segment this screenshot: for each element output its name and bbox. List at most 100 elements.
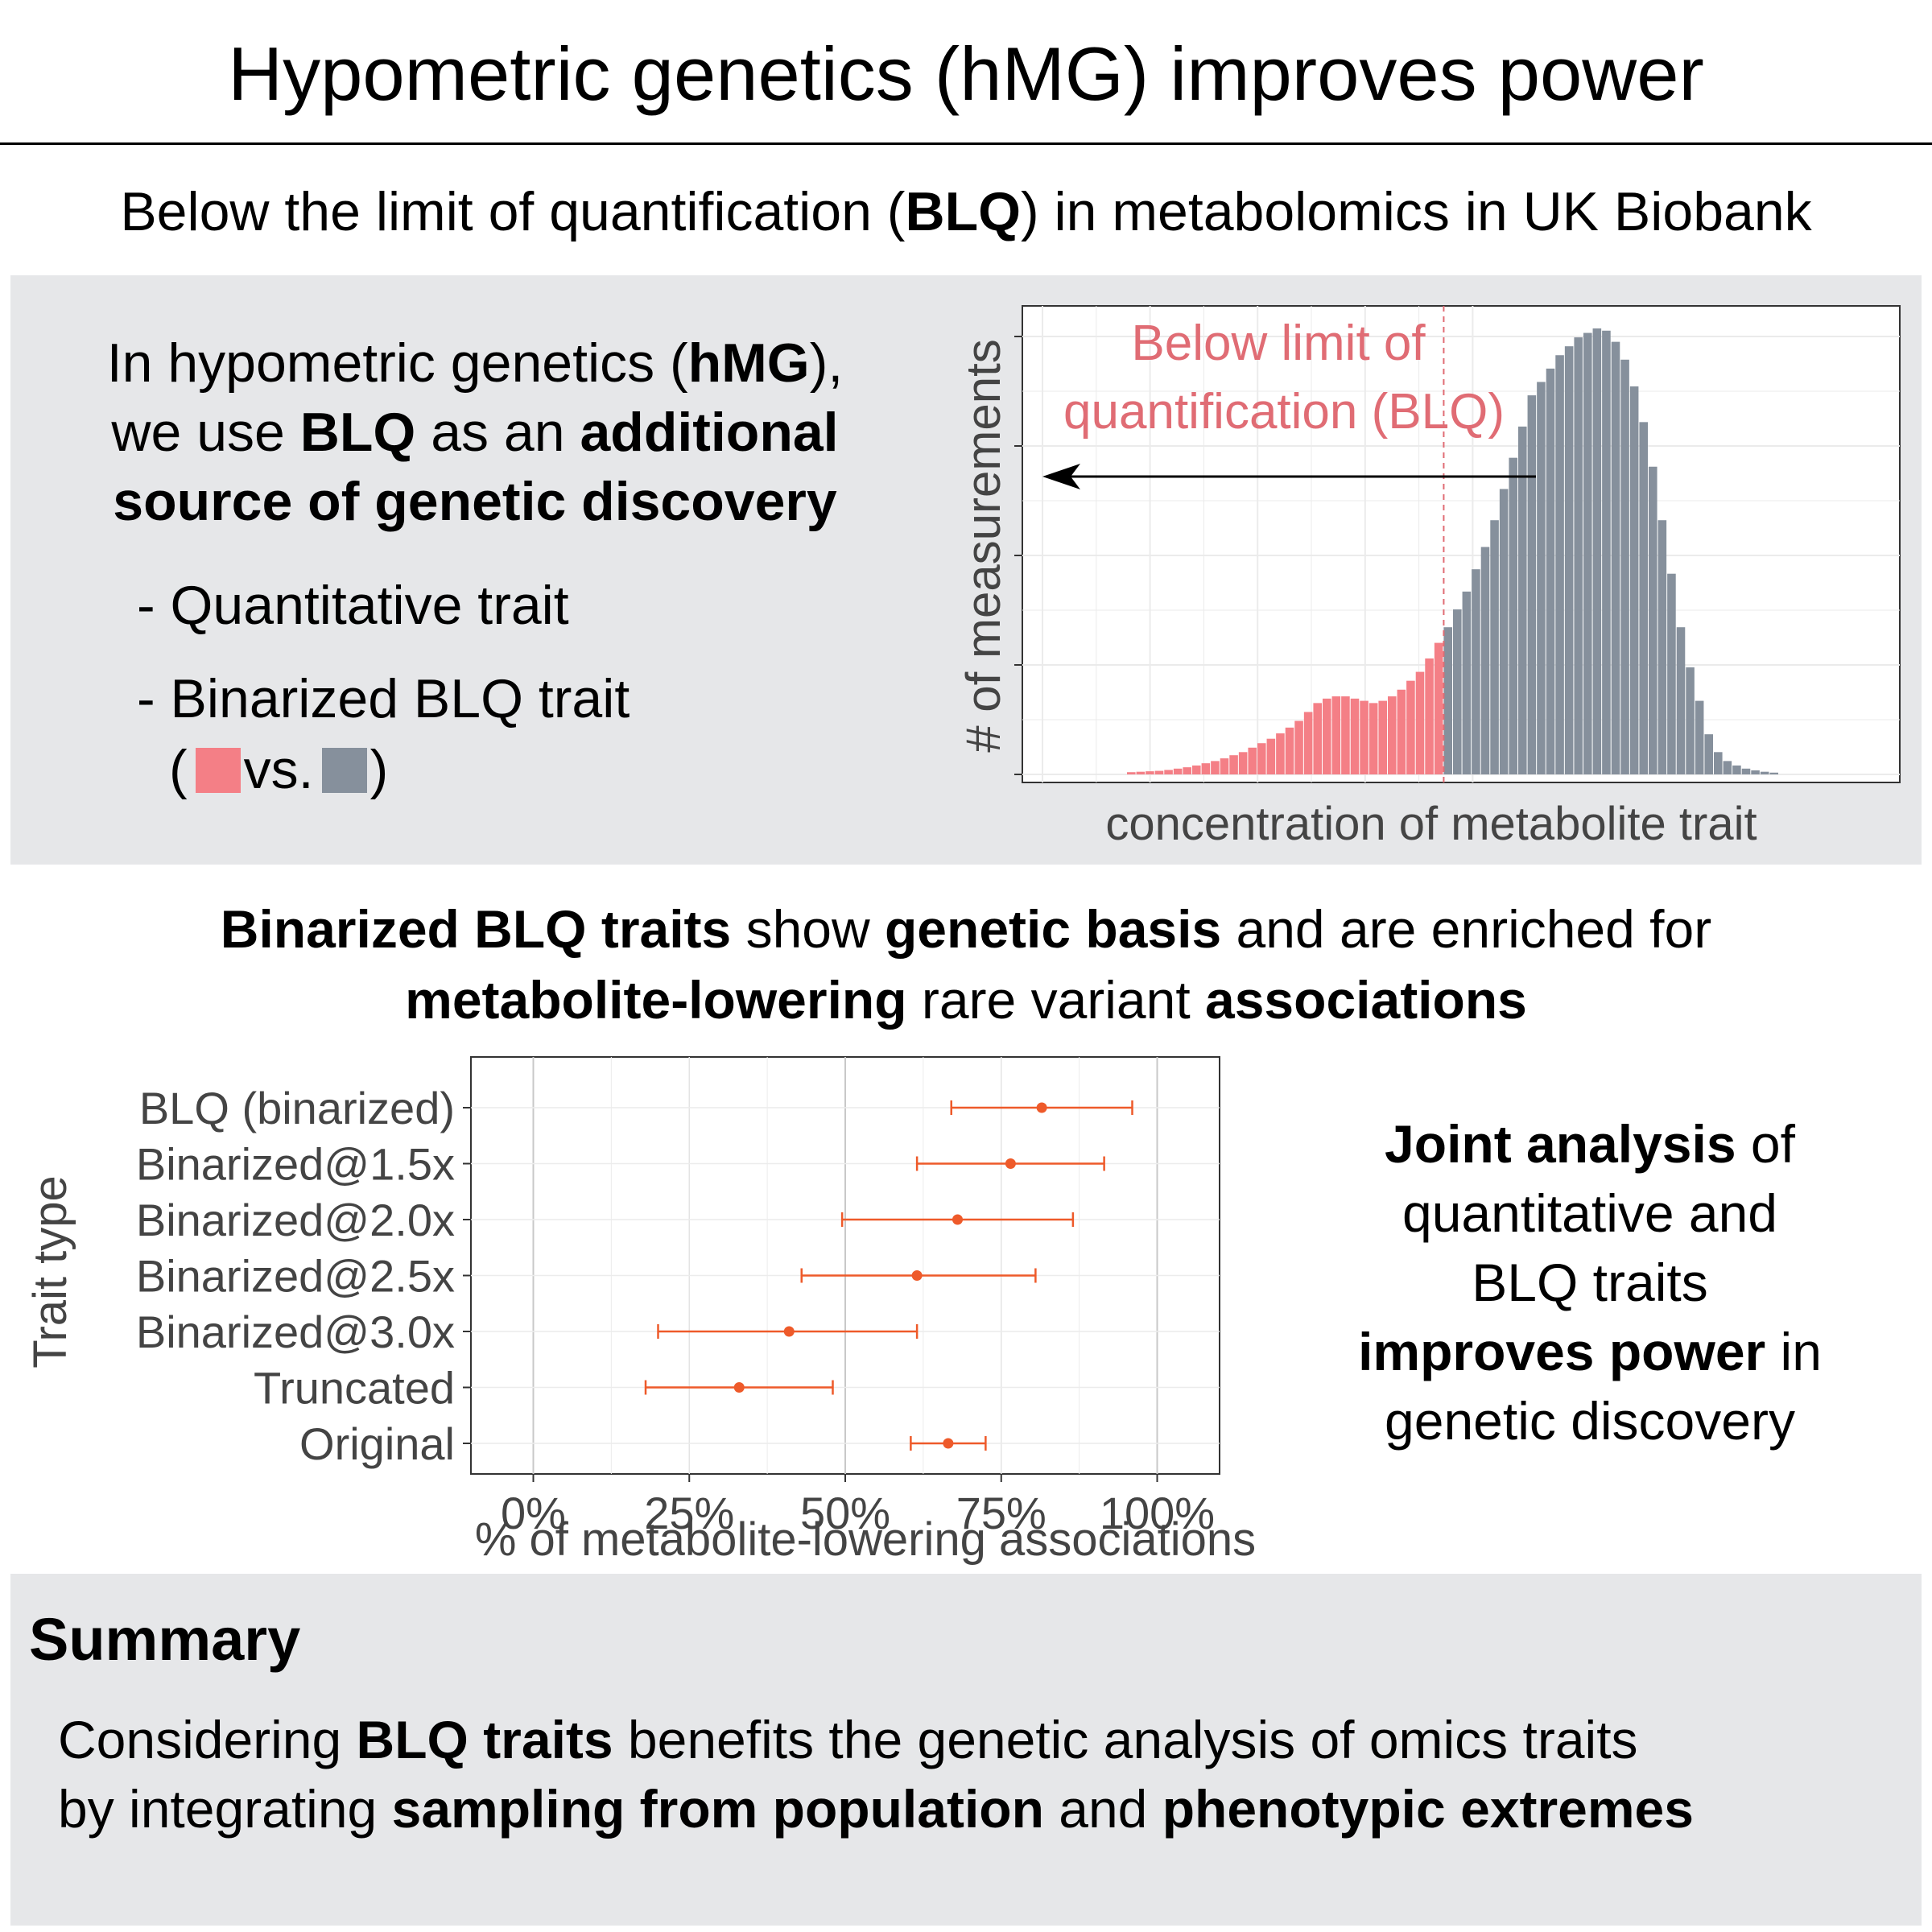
quantitative-histogram-bar [1620, 359, 1629, 774]
estimate-point [911, 1270, 923, 1281]
blq-histogram-bar [1331, 696, 1341, 774]
quantitative-histogram-bar [1649, 466, 1657, 774]
quantitative-histogram-bar [1453, 609, 1462, 774]
hmg-line3-bold: source of genetic discovery [113, 471, 837, 532]
estimate-point [952, 1214, 963, 1225]
blq-histogram-bar [1201, 763, 1211, 774]
quantitative-histogram-bar [1592, 328, 1602, 774]
histogram-ylabel: # of measurements [956, 339, 1010, 753]
estimate-point [733, 1382, 745, 1393]
blq-histogram-bar [1294, 720, 1303, 774]
estimate-point [783, 1326, 795, 1337]
summary-panel [10, 1574, 1922, 1926]
subtitle: Below the limit of quantification (BLQ) … [0, 175, 1932, 248]
blq-histogram-bar [1136, 771, 1146, 774]
joint-l1-bold: Joint analysis [1385, 1114, 1736, 1174]
blq-histogram-bar [1146, 771, 1154, 774]
blq-histogram-bar [1154, 770, 1164, 774]
forest-plot-xlabel: % of metabolite-lowering associations [475, 1513, 1256, 1566]
title-divider [0, 142, 1932, 145]
quantitative-histogram-bar [1462, 591, 1472, 774]
blq-histogram-bar [1192, 765, 1201, 774]
blq-histogram-bar [1378, 700, 1387, 774]
blq-annotation-line1: Below limit of [1131, 316, 1426, 371]
histogram-bars [1127, 328, 1778, 774]
quantitative-histogram-bar [1518, 426, 1527, 774]
mid-line2-bold2: associations [1205, 970, 1527, 1030]
subtitle-bold: BLQ [905, 181, 1022, 242]
estimate-point [1036, 1102, 1047, 1113]
color-legend: (vs.) [169, 737, 388, 802]
quantitative-histogram-bar [1686, 667, 1695, 774]
quantitative-histogram-bar [1480, 547, 1490, 774]
estimate-point [1005, 1158, 1016, 1169]
blq-histogram-bar [1248, 747, 1257, 774]
hmg-description: In hypometric genetics (hMG), we use BLQ… [48, 328, 902, 536]
forest-y-tick-label: Original [299, 1418, 455, 1469]
hmg-line2-pre: we use [111, 402, 300, 463]
summary-l1-bold: BLQ traits [356, 1710, 613, 1769]
quantitative-histogram-bar [1657, 520, 1667, 774]
hmg-line1-pre: In hypometric genetics ( [106, 332, 688, 394]
quantitative-histogram-bar [1751, 770, 1760, 774]
blq-histogram-bar [1406, 680, 1415, 774]
quantitative-histogram-bar [1676, 627, 1686, 774]
joint-l5: genetic discovery [1385, 1391, 1795, 1451]
summary-heading: Summary [29, 1606, 301, 1673]
joint-analysis-statement: Joint analysis of quantitative and BLQ t… [1288, 1109, 1892, 1455]
joint-l4-rest: in [1765, 1322, 1822, 1381]
blq-histogram-bar [1360, 700, 1368, 774]
forest-x-tick-label: 100% [1100, 1488, 1215, 1538]
subtitle-pre: Below the limit of quantification ( [120, 181, 906, 242]
blq-histogram-bar [1183, 767, 1191, 774]
quantitative-histogram-bar [1555, 355, 1564, 774]
quantitative-histogram-bar [1546, 368, 1555, 774]
forest-y-tick-label: Binarized@1.5x [136, 1139, 455, 1190]
bullet-quantitative-trait: - Quantitative trait [137, 575, 569, 636]
blq-arrow-head [1042, 464, 1080, 489]
quantitative-histogram-bar [1760, 771, 1769, 774]
blq-annotation-line2: quantification (BLQ) [1063, 384, 1505, 440]
blq-histogram-bar [1229, 755, 1238, 774]
blq-histogram-bar [1238, 752, 1248, 774]
blq-histogram-bar [1276, 733, 1285, 774]
quantitative-histogram-bar [1472, 569, 1480, 774]
quantitative-histogram-bar [1723, 761, 1732, 774]
hmg-line2-mid: as an [415, 402, 580, 463]
quantitative-histogram-bar [1667, 573, 1676, 774]
blq-histogram-bar [1127, 772, 1136, 774]
joint-l4-bold: improves power [1358, 1322, 1766, 1381]
quantitative-histogram-bar [1490, 520, 1499, 774]
forest-plot-y-tick-labels: BLQ (binarized)Binarized@1.5xBinarized@2… [136, 1083, 471, 1469]
mid-line2-mid1: rare variant [906, 970, 1206, 1030]
summary-text: Considering BLQ traits benefits the gene… [58, 1705, 1909, 1843]
blq-histogram-bar [1341, 696, 1350, 774]
blq-histogram-bar [1434, 642, 1443, 774]
quantitative-histogram-bar [1537, 382, 1546, 774]
summary-l1-pre: Considering [58, 1710, 357, 1769]
forest-y-tick-label: Truncated [254, 1363, 455, 1414]
blq-histogram-bar [1350, 698, 1360, 774]
forest-plot-ylabel: Trait type [24, 1175, 76, 1368]
forest-y-tick-label: Binarized@2.5x [136, 1251, 455, 1302]
quantitative-histogram-bar [1611, 341, 1620, 774]
histogram: Below limit of quantification (BLQ) # of… [956, 305, 1901, 850]
quantitative-histogram-bar [1714, 752, 1723, 774]
forest-plot-marks [644, 1100, 1133, 1451]
forest-y-tick-label: Binarized@2.0x [136, 1195, 455, 1245]
blq-histogram-bar [1313, 703, 1322, 774]
mid-line2-bold1: metabolite-lowering [405, 970, 907, 1030]
quantitative-histogram-bar [1527, 395, 1537, 774]
quantitative-histogram-bar [1769, 772, 1778, 774]
forest-y-tick-label: Binarized@3.0x [136, 1307, 455, 1357]
binarized-statement: Binarized BLQ traits show genetic basis … [0, 894, 1932, 1035]
hmg-line2-bold1: BLQ [299, 402, 416, 463]
forest-plot-x-tick-labels: 0% 25% 50% 75% 100% [501, 1474, 1215, 1538]
blq-histogram-bar [1285, 727, 1294, 774]
forest-x-tick-label: 25% [644, 1488, 734, 1538]
summary-l2-bold1: sampling from population [391, 1779, 1044, 1839]
quantitative-color-swatch [321, 748, 367, 793]
hmg-line1-bold: hMG [687, 332, 810, 394]
legend-open-paren: ( [169, 739, 188, 800]
mid-line1-bold1: Binarized BLQ traits [220, 899, 732, 959]
